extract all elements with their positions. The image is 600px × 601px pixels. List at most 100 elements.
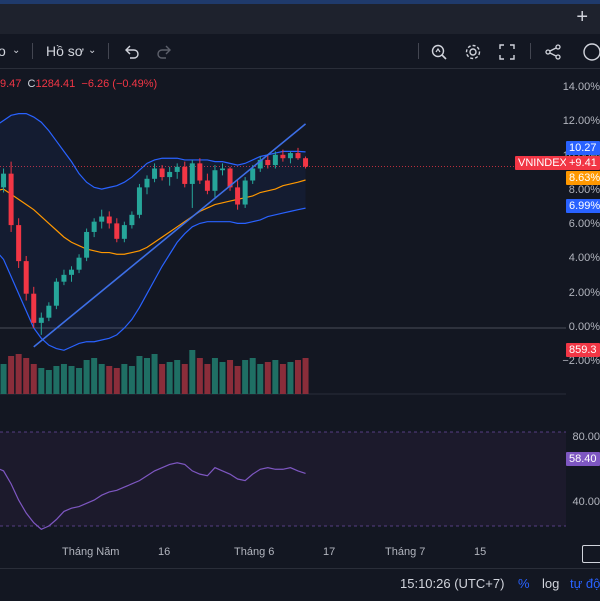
volume-bar — [219, 362, 226, 394]
candle-body — [76, 257, 82, 270]
volume-bar — [302, 358, 309, 394]
volume-bar — [249, 358, 256, 394]
candle-body — [99, 216, 105, 222]
candle-body — [53, 281, 59, 306]
moving-average-line — [0, 179, 306, 255]
price-axis-label: −2.00% — [562, 355, 600, 368]
candle-body — [235, 187, 241, 205]
goto-date-icon[interactable] — [582, 545, 600, 563]
profile-menu-button[interactable]: Hồ sơ — [46, 43, 84, 59]
volume-bar — [227, 360, 234, 394]
candle-body — [212, 170, 218, 191]
clock-timezone[interactable]: 15:10:26 (UTC+7) — [400, 576, 505, 591]
candle-body — [69, 269, 74, 275]
candle-body — [38, 317, 44, 323]
volume-bar — [174, 360, 181, 394]
share-icon[interactable] — [544, 34, 562, 68]
volume-bar — [83, 360, 90, 394]
candle-body — [242, 180, 248, 205]
volume-bar — [211, 358, 218, 394]
candle-body — [257, 159, 263, 169]
candle-body — [129, 214, 135, 226]
volume-bar — [60, 364, 67, 394]
price-axis-label: 14.00% — [562, 80, 600, 93]
candle-body — [272, 154, 278, 166]
auto-scale-toggle[interactable]: tự độ — [570, 576, 600, 591]
volume-bar — [181, 364, 188, 394]
volume-bar — [0, 364, 7, 394]
price-axis[interactable]: 14.00%12.00%10.00%8.00%6.00%4.00%2.00%0.… — [562, 68, 600, 540]
volume-bar — [53, 366, 60, 394]
volume-bar — [166, 362, 173, 394]
log-scale-toggle[interactable]: log — [542, 576, 560, 591]
candle-body — [114, 223, 120, 239]
date-label: Tháng 7 — [385, 546, 426, 558]
volume-bar — [136, 356, 143, 394]
rsi-axis-label: 80.00 — [572, 431, 600, 444]
candle-body — [220, 168, 225, 171]
rsi-line — [0, 462, 306, 530]
redo-icon[interactable] — [156, 34, 172, 68]
candle-body — [174, 166, 180, 172]
percent-scale-toggle[interactable]: % — [518, 576, 530, 591]
candle-body — [84, 231, 90, 258]
candle-body — [250, 168, 256, 181]
price-axis-label: 2.00% — [568, 286, 600, 299]
price-axis-label: 12.00% — [562, 115, 600, 128]
volume-bar — [204, 364, 211, 394]
volume-bar — [113, 368, 120, 394]
publish-icon-partial[interactable] — [582, 34, 600, 68]
lower-band-line — [0, 207, 306, 351]
chevron-down-icon[interactable]: ⌄ — [88, 45, 97, 56]
toolbar-divider — [418, 43, 419, 59]
candle-body — [1, 173, 7, 188]
volume-bar — [128, 366, 135, 394]
chart-pane[interactable] — [0, 68, 566, 540]
toolbar-divider — [530, 43, 531, 59]
band-fill — [0, 113, 306, 351]
volume-bar — [242, 360, 249, 394]
candle-body — [159, 168, 165, 178]
candle-body — [204, 180, 210, 191]
date-label: Tháng 6 — [234, 546, 275, 558]
toolbar-divider — [108, 43, 109, 59]
candle-body — [189, 163, 195, 184]
candle-body — [31, 293, 37, 323]
chevron-down-icon[interactable]: ⌄ — [12, 45, 21, 56]
legend-open-partial: 9.47 — [0, 78, 22, 90]
volume-bar — [121, 364, 128, 394]
volume-bar — [257, 364, 264, 394]
gear-icon[interactable] — [464, 34, 482, 68]
quick-search-icon[interactable] — [430, 34, 448, 68]
legend-change: −6.26 (−0.49%) — [81, 78, 158, 90]
candle-body — [167, 171, 173, 178]
candle-body — [46, 305, 52, 318]
candle-body — [287, 153, 293, 159]
price-legend: 9.47 C1284.41 −6.26 (−0.49%) — [0, 78, 157, 90]
fullscreen-icon[interactable] — [498, 34, 516, 68]
volume-bar — [106, 366, 113, 394]
volume-bar — [196, 358, 203, 394]
candle-body — [265, 159, 271, 166]
status-bar: 15:10:26 (UTC+7) % log tự độ — [0, 568, 600, 601]
date-label: Tháng Năm — [62, 546, 120, 558]
volume-bar — [159, 364, 166, 394]
volume-bar — [98, 364, 105, 394]
price-axis-label: 4.00% — [568, 252, 600, 265]
volume-bar — [287, 362, 294, 394]
candle-body — [303, 158, 309, 167]
volume-bar — [144, 358, 150, 394]
ma-badge: 8.63% — [566, 171, 600, 185]
undo-icon[interactable] — [124, 34, 140, 68]
trendline — [33, 123, 307, 348]
candle-body — [61, 274, 67, 282]
toolbar-divider — [32, 43, 33, 59]
interval-selector-partial[interactable]: o — [0, 43, 6, 59]
candle-body — [152, 168, 158, 179]
legend-close-label: C — [27, 78, 36, 90]
new-tab-icon[interactable]: + — [576, 6, 588, 28]
candle-body — [136, 187, 142, 215]
rsi-badge: 58.40 — [566, 452, 600, 466]
lower-band-badge: 6.99% — [566, 199, 600, 213]
volume-bar — [91, 358, 98, 394]
